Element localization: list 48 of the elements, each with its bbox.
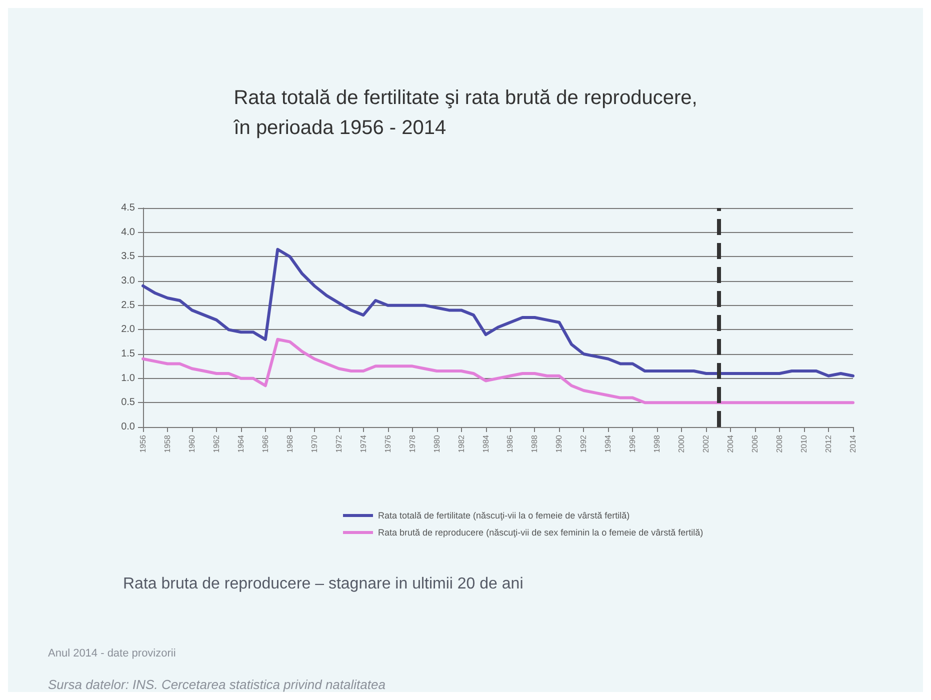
x-tick-label: 2000 <box>677 434 686 453</box>
x-tick-label: 1984 <box>481 434 490 453</box>
x-tick-label: 1956 <box>138 434 148 453</box>
text: Sursa datelor: INS. Cercetarea statistica privind natalitatea <box>48 677 386 692</box>
legend-label: Rata brută de reproducere (născuţi-vii de sex feminin la o femeie de vârstă fertilă) <box>378 528 704 538</box>
line-series <box>142 338 854 404</box>
y-tick-label: 3.0 <box>121 276 136 286</box>
x-tick-label: 1974 <box>358 434 368 453</box>
legend-label: Rata totală de fertilitate (născuţi-vii la o femeie de vârstă fertilă) <box>378 510 630 520</box>
x-tick-label: 1960 <box>187 434 196 453</box>
x-tick-label: 2012 <box>824 434 834 453</box>
x-tick-label: 2006 <box>750 434 760 453</box>
chart-title: Rata totală de fertilitate şi rata brută de reproducere, în perioada 1956 - 2014 <box>232 87 698 139</box>
y-tick-label: 0.0 <box>121 422 136 432</box>
x-tick-label: 1982 <box>456 434 466 453</box>
x-tick-label: 1972 <box>334 434 344 453</box>
y-tick-label: 2.0 <box>121 324 136 336</box>
line-series <box>142 248 854 378</box>
x-tick-label: 1992 <box>579 434 588 453</box>
y-tick-label: 2.5 <box>121 300 136 311</box>
x-tick-label: 2008 <box>775 434 784 453</box>
x-tick-label: 1990 <box>554 434 564 453</box>
y-tick-label: 0.5 <box>121 397 136 408</box>
x-tick-label: 1978 <box>408 434 417 453</box>
x-tick-label: 2014 <box>848 434 858 453</box>
x-tick-label: 1970 <box>310 434 319 453</box>
x-tick-label: 1998 <box>652 434 662 453</box>
x-tick-label: 2004 <box>726 434 736 453</box>
y-tick-label: 4.0 <box>121 226 136 238</box>
x-tick-label: 1996 <box>628 434 638 453</box>
x-tick-label: 1986 <box>506 434 515 453</box>
text: Rata bruta de reproducere – stagnare in ultimii 20 de ani <box>123 576 524 592</box>
x-tick-label: 1988 <box>530 434 540 453</box>
x-tick-label: 1976 <box>383 434 392 453</box>
y-tick-label: 1.5 <box>121 348 136 360</box>
x-tick-label: 2002 <box>702 434 711 453</box>
y-tick-label: 1.0 <box>121 372 136 384</box>
x-tick-label: 1968 <box>285 434 294 453</box>
x-tick-label: 1994 <box>604 434 613 453</box>
x-tick-label: 1966 <box>260 434 270 453</box>
x-tick-label: 1962 <box>212 434 221 453</box>
x-tick-label: 1964 <box>236 434 246 453</box>
y-tick-label: 3.5 <box>121 251 136 262</box>
y-tick-label: 4.5 <box>121 202 136 214</box>
text: Anul 2014 - date provizorii <box>48 648 176 660</box>
x-tick-label: 1958 <box>162 434 172 453</box>
x-tick-label: 1980 <box>432 434 442 453</box>
x-tick-label: 2010 <box>800 434 809 453</box>
